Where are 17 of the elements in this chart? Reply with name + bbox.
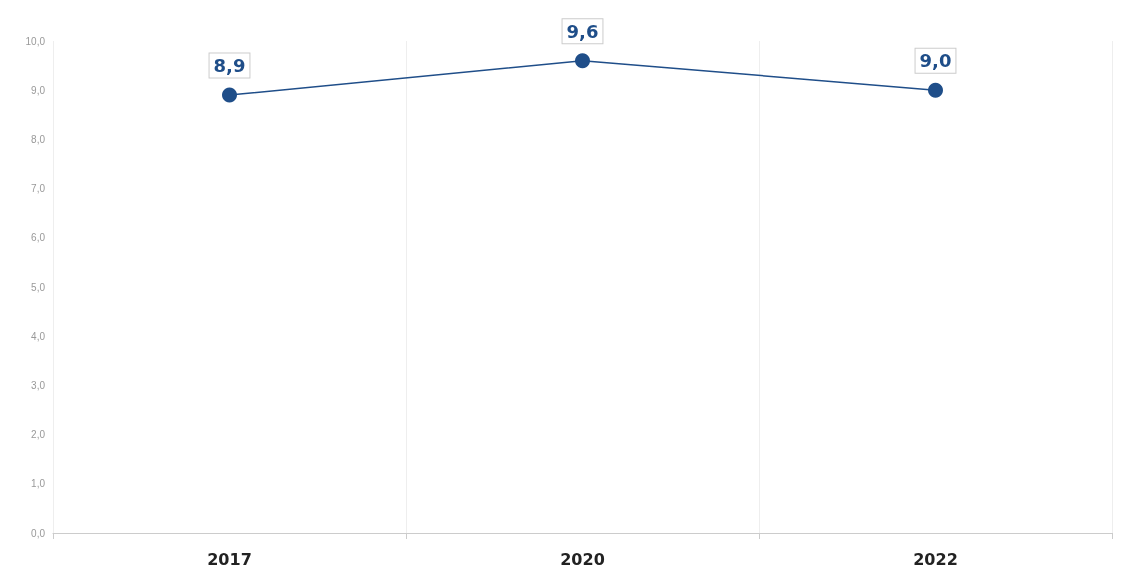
data-label: 8,9 xyxy=(213,55,246,77)
x-tick-label: 2020 xyxy=(560,549,605,569)
data-label: 9,6 xyxy=(566,20,599,42)
y-tick-label: 3,0 xyxy=(31,379,46,391)
y-tick-label: 5,0 xyxy=(31,281,46,293)
x-tick-label: 2022 xyxy=(913,549,958,569)
y-tick-label: 10,0 xyxy=(25,35,46,47)
y-tick-label: 0,0 xyxy=(31,527,46,539)
y-tick-label: 8,0 xyxy=(31,133,46,145)
y-tick-label: 6,0 xyxy=(31,232,46,244)
y-tick-label: 1,0 xyxy=(31,478,46,490)
x-tick-label: 2017 xyxy=(207,549,252,569)
y-tick-label: 4,0 xyxy=(31,330,46,342)
y-tick-label: 2,0 xyxy=(31,429,46,441)
data-label: 9,0 xyxy=(919,50,952,72)
y-tick-label: 9,0 xyxy=(31,84,46,96)
y-tick-label: 7,0 xyxy=(31,183,46,195)
